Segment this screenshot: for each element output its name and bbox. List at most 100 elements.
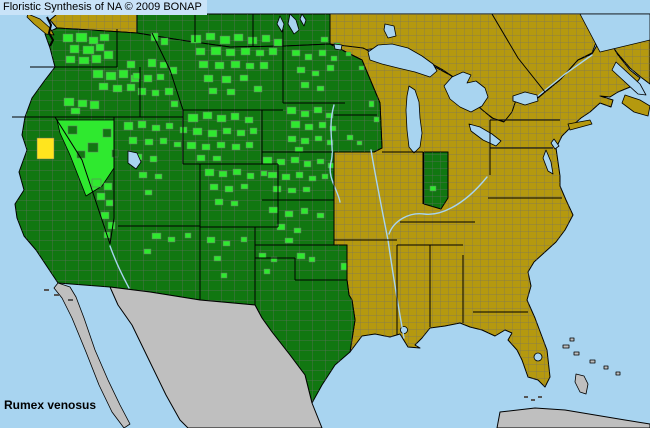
county-cell bbox=[316, 158, 325, 165]
county-cell bbox=[201, 143, 211, 151]
county-cell bbox=[261, 34, 271, 43]
county-cell bbox=[196, 154, 206, 162]
county-cell bbox=[99, 33, 110, 42]
county-cell bbox=[132, 72, 141, 80]
county-cell bbox=[314, 135, 323, 142]
delaware-bay bbox=[550, 138, 560, 150]
county-cell bbox=[270, 256, 278, 263]
county-cell bbox=[151, 89, 160, 97]
county-cell bbox=[302, 186, 311, 193]
county-cell bbox=[118, 69, 129, 79]
county-cell bbox=[82, 45, 95, 55]
county-cell bbox=[159, 137, 168, 145]
puget-sound-inlets bbox=[46, 16, 55, 47]
county-cell bbox=[160, 37, 169, 46]
county-cell bbox=[202, 111, 213, 120]
county-cell bbox=[222, 127, 232, 135]
county-cell bbox=[123, 121, 134, 131]
county-cell bbox=[204, 168, 215, 177]
lake-winnipeg bbox=[287, 13, 300, 35]
county-cell bbox=[159, 61, 168, 69]
county-cell bbox=[143, 74, 153, 83]
county-cell bbox=[296, 252, 306, 260]
county-cell bbox=[96, 192, 106, 201]
absent-county-overlays bbox=[67, 125, 119, 159]
county-cell bbox=[107, 221, 116, 230]
county-cell bbox=[126, 83, 136, 92]
county-cell bbox=[151, 124, 161, 132]
county-cell bbox=[249, 127, 258, 135]
county-cell bbox=[300, 110, 310, 118]
county-cell bbox=[87, 142, 99, 153]
county-cell bbox=[220, 272, 228, 279]
county-cell bbox=[244, 116, 254, 124]
county-cell bbox=[230, 112, 240, 121]
county-cell bbox=[253, 85, 263, 93]
county-cell bbox=[206, 236, 216, 244]
chesapeake-bay bbox=[542, 149, 554, 175]
county-cell bbox=[222, 240, 231, 247]
county-cell bbox=[187, 113, 199, 123]
county-cell bbox=[98, 82, 109, 91]
county-cell bbox=[36, 137, 55, 160]
county-cell bbox=[165, 122, 174, 130]
county-cell bbox=[128, 136, 138, 145]
county-cell bbox=[216, 141, 226, 149]
county-cell bbox=[65, 55, 76, 64]
county-cell bbox=[316, 212, 325, 219]
county-cell bbox=[70, 107, 81, 115]
county-cell bbox=[330, 55, 338, 62]
county-cell bbox=[219, 35, 231, 45]
county-cell bbox=[240, 236, 248, 243]
county-cell bbox=[62, 33, 74, 43]
county-cell bbox=[268, 206, 279, 214]
county-cell bbox=[304, 123, 314, 131]
county-cell bbox=[214, 61, 225, 70]
county-cell bbox=[225, 48, 236, 57]
county-cell bbox=[293, 227, 302, 234]
lake-of-the-woods bbox=[333, 43, 343, 51]
county-cell bbox=[173, 141, 182, 148]
county-cell bbox=[195, 47, 206, 56]
county-cell bbox=[326, 64, 335, 72]
region-baja-california bbox=[53, 282, 131, 428]
county-cell bbox=[216, 114, 227, 123]
county-cell bbox=[75, 32, 88, 43]
county-cell bbox=[105, 71, 117, 81]
county-cell bbox=[284, 237, 294, 244]
county-cell bbox=[346, 134, 354, 141]
lakes-and-bays bbox=[127, 13, 650, 362]
county-cell bbox=[232, 168, 242, 176]
county-cell bbox=[226, 88, 236, 96]
county-cell bbox=[300, 137, 310, 145]
county-cell bbox=[100, 211, 110, 220]
county-cell bbox=[224, 185, 234, 193]
county-cell bbox=[137, 87, 147, 96]
county-cell bbox=[170, 100, 179, 108]
county-cell bbox=[329, 125, 337, 132]
county-cell bbox=[198, 60, 209, 69]
county-cell bbox=[258, 252, 267, 259]
lake-huron bbox=[443, 71, 489, 113]
county-cell bbox=[67, 125, 78, 135]
county-cell bbox=[63, 97, 75, 107]
county-cell bbox=[231, 143, 241, 151]
county-cell bbox=[156, 73, 165, 81]
county-cell bbox=[167, 236, 176, 243]
county-cell bbox=[316, 85, 325, 92]
county-cell bbox=[246, 172, 255, 180]
county-cell bbox=[255, 49, 265, 57]
state-boundaries bbox=[12, 13, 562, 335]
county-cell bbox=[77, 99, 88, 108]
county-cell bbox=[192, 127, 203, 136]
county-cell bbox=[296, 66, 306, 74]
rare-county-markers bbox=[36, 137, 55, 160]
county-cell bbox=[356, 140, 363, 146]
county-cell bbox=[210, 46, 222, 56]
lake-erie bbox=[468, 123, 502, 147]
county-cell bbox=[103, 182, 113, 191]
county-cell bbox=[240, 47, 251, 56]
county-cell bbox=[203, 74, 214, 83]
county-cell bbox=[281, 173, 291, 181]
